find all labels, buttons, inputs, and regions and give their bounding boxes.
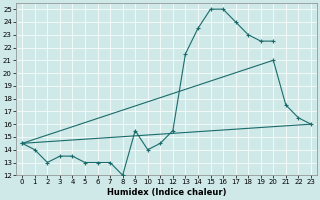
X-axis label: Humidex (Indice chaleur): Humidex (Indice chaleur) — [107, 188, 226, 197]
